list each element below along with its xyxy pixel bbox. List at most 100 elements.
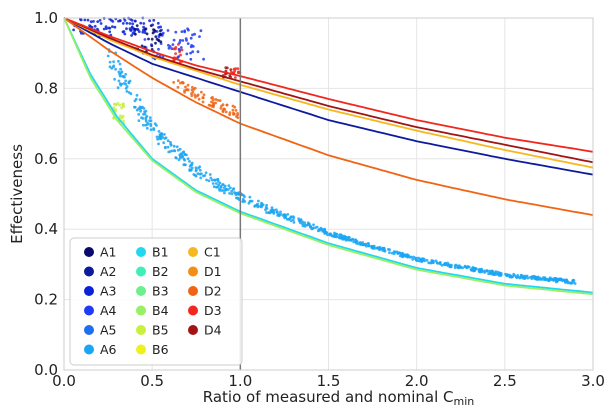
scatter-point-6-57 <box>221 110 225 113</box>
legend-label-D3: D3 <box>204 303 222 318</box>
scatter-point-7-662 <box>124 73 127 76</box>
scatter-point-7-120 <box>138 98 142 102</box>
scatter-point-7-618 <box>519 276 523 279</box>
scatter-point-8-13 <box>114 108 118 112</box>
scatter-point-7-363 <box>108 60 112 64</box>
scatter-point-7-255 <box>272 212 276 215</box>
scatter-point-6-67 <box>190 92 193 95</box>
scatter-point-7-352 <box>199 176 203 180</box>
scatter-point-6-53 <box>231 108 235 112</box>
scatter-point-6-59 <box>223 108 226 111</box>
scatter-point-7-476 <box>194 174 198 178</box>
scatter-point-1-13 <box>199 29 203 33</box>
scatter-point-7-67 <box>155 135 159 139</box>
scatter-point-6-25 <box>172 81 176 84</box>
x-tick-label-4: 2.0 <box>405 372 429 390</box>
scatter-point-7-546 <box>172 149 176 153</box>
scatter-point-2-11 <box>152 28 156 32</box>
scatter-point-0-24 <box>123 32 127 36</box>
scatter-point-7-593 <box>182 150 186 154</box>
scatter-point-7-633 <box>179 152 183 156</box>
scatter-point-7-627 <box>298 219 302 223</box>
legend-marker-A1 <box>84 247 94 257</box>
scatter-point-7-540 <box>461 266 464 270</box>
scatter-point-7-331 <box>141 123 145 127</box>
scatter-point-7-559 <box>124 82 128 86</box>
scatter-point-7-81 <box>526 276 530 280</box>
scatter-point-0-50 <box>121 22 125 25</box>
scatter-point-7-465 <box>334 232 338 236</box>
scatter-point-7-643 <box>401 252 404 256</box>
legend-marker-B1 <box>136 247 146 257</box>
scatter-point-0-80 <box>80 31 83 35</box>
scatter-point-8-22 <box>120 106 123 110</box>
scatter-point-1-29 <box>143 38 147 41</box>
scatter-point-7-621 <box>496 270 500 274</box>
scatter-point-2-21 <box>157 39 161 43</box>
x-tick-label-3: 1.5 <box>317 372 341 390</box>
scatter-point-7-433 <box>329 232 333 236</box>
scatter-point-0-44 <box>128 27 132 30</box>
scatter-point-8-9 <box>120 116 124 120</box>
scatter-point-0-8 <box>89 20 93 24</box>
scatter-point-7-277 <box>198 165 202 169</box>
y-tick-label-3: 0.6 <box>34 150 58 168</box>
scatter-point-7-610 <box>354 238 358 242</box>
scatter-point-2-2 <box>147 37 150 41</box>
scatter-point-7-309 <box>265 203 268 207</box>
scatter-point-7-72 <box>139 109 143 113</box>
scatter-point-5-1 <box>234 76 237 79</box>
scatter-point-7-158 <box>145 126 149 130</box>
scatter-point-7-124 <box>204 171 208 175</box>
scatter-point-7-432 <box>117 70 121 74</box>
scatter-point-6-37 <box>176 79 180 83</box>
scatter-point-6-14 <box>221 103 225 107</box>
scatter-point-0-36 <box>125 21 129 25</box>
scatter-point-7-675 <box>344 237 347 240</box>
scatter-point-8-10 <box>113 102 116 106</box>
legend-label-D1: D1 <box>204 264 222 279</box>
scatter-point-7-225 <box>114 67 117 71</box>
scatter-point-7-648 <box>121 74 124 78</box>
scatter-point-0-34 <box>142 25 146 29</box>
scatter-points <box>72 16 577 285</box>
legend-marker-D4 <box>188 325 198 335</box>
scatter-point-7-188 <box>120 82 123 86</box>
scatter-point-7-87 <box>248 195 252 199</box>
scatter-point-7-371 <box>494 270 498 274</box>
scatter-point-7-630 <box>149 119 153 123</box>
legend-marker-B4 <box>136 305 146 316</box>
scatter-point-7-240 <box>196 172 200 176</box>
scatter-point-7-541 <box>177 158 181 162</box>
scatter-point-0-19 <box>137 30 141 33</box>
scatter-point-7-536 <box>249 199 252 203</box>
scatter-point-7-289 <box>270 206 274 210</box>
scatter-point-7-595 <box>144 123 148 127</box>
scatter-point-0-47 <box>159 25 163 29</box>
scatter-point-7-556 <box>142 112 145 116</box>
scatter-point-5-11 <box>237 70 240 74</box>
scatter-point-6-20 <box>236 112 240 115</box>
scatter-point-0-58 <box>133 19 137 23</box>
scatter-point-6-61 <box>185 88 188 92</box>
scatter-point-7-680 <box>275 210 279 214</box>
scatter-point-5-3 <box>236 67 240 70</box>
legend-label-D2: D2 <box>204 284 222 299</box>
scatter-point-7-374 <box>236 196 240 200</box>
scatter-point-1-15 <box>196 50 200 54</box>
scatter-point-7-298 <box>189 168 193 172</box>
scatter-point-8-6 <box>112 106 116 110</box>
scatter-point-7-317 <box>483 271 487 274</box>
scatter-point-7-435 <box>213 178 217 182</box>
scatter-point-7-631 <box>159 137 163 141</box>
scatter-point-7-678 <box>291 218 295 222</box>
scatter-point-7-213 <box>207 179 211 183</box>
scatter-point-2-8 <box>135 24 139 27</box>
scatter-point-7-360 <box>169 142 173 146</box>
scatter-point-4-5 <box>228 74 232 78</box>
scatter-point-7-325 <box>221 183 225 187</box>
x-tick-label-1: 0.5 <box>140 372 164 390</box>
scatter-point-6-5 <box>190 94 194 98</box>
scatter-point-0-63 <box>128 22 132 25</box>
scatter-point-7-666 <box>144 109 148 113</box>
